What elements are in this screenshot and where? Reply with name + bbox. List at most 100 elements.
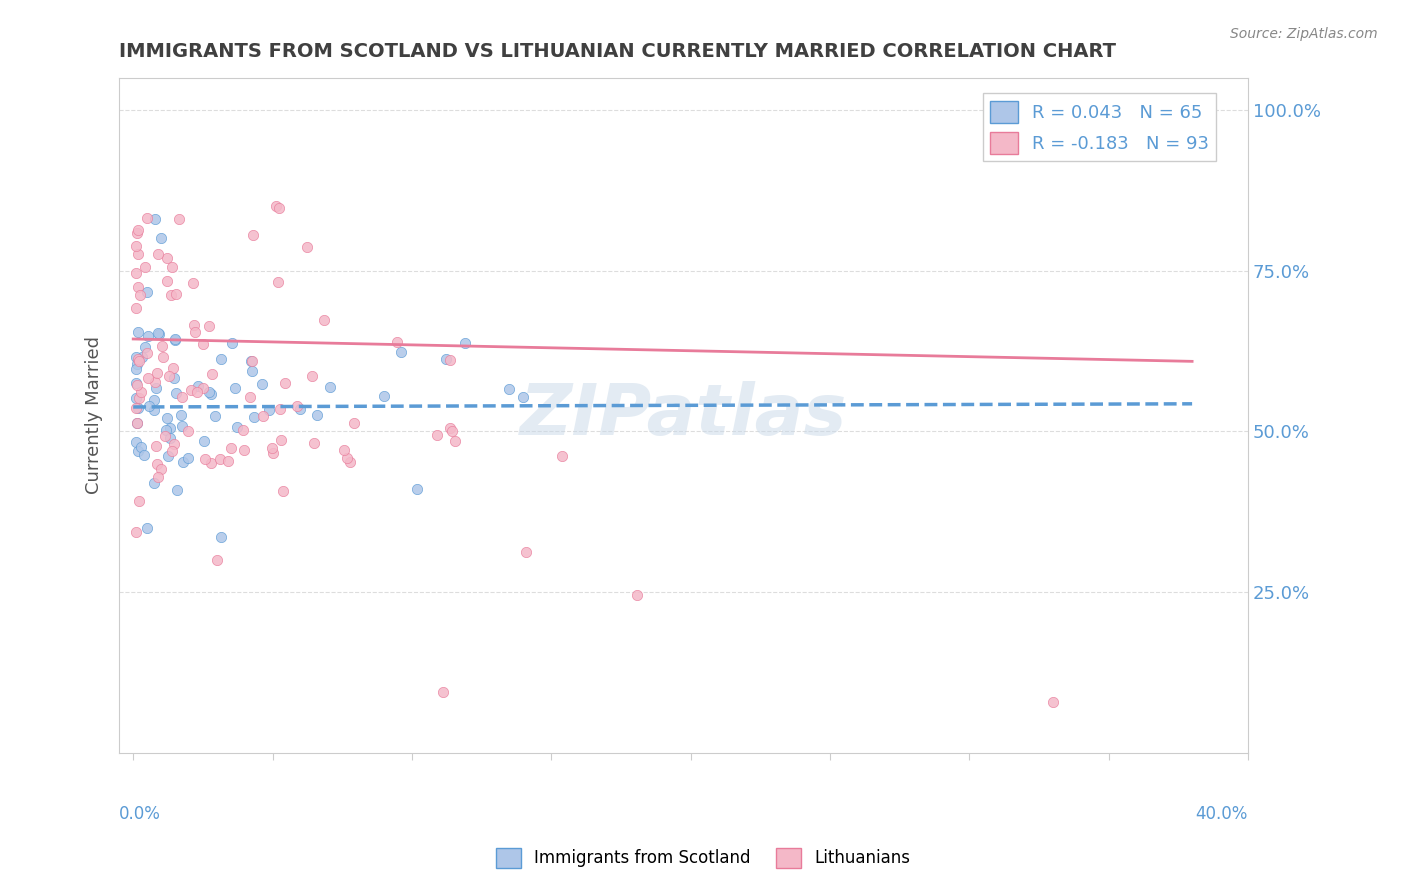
Point (440, 424, 463, 438)
Point (434, 352, 457, 367)
Point (134, 340, 156, 354)
Point (207, 553, 229, 567)
Text: ZIPatlas: ZIPatlas (520, 381, 848, 450)
Point (221, 335, 243, 350)
Point (129, 441, 152, 455)
Point (156, 274, 179, 288)
Point (143, 375, 166, 389)
Point (162, 361, 184, 376)
Point (134, 260, 156, 274)
Point (143, 475, 166, 490)
Point (200, 387, 222, 401)
Point (262, 445, 284, 459)
Point (219, 441, 242, 455)
Point (160, 444, 183, 458)
Point (288, 402, 311, 417)
Point (127, 280, 149, 294)
Point (125, 226, 148, 240)
Point (177, 424, 200, 438)
Point (127, 416, 149, 430)
Point (159, 421, 181, 435)
Point (242, 227, 264, 242)
Point (389, 344, 412, 359)
Point (128, 494, 150, 508)
Point (187, 379, 209, 393)
Point (250, 376, 273, 391)
Point (146, 470, 169, 484)
Point (314, 313, 336, 327)
Point (209, 530, 232, 544)
Point (302, 436, 325, 450)
Point (160, 288, 183, 302)
Point (152, 350, 174, 364)
Text: 0.0%: 0.0% (120, 805, 162, 822)
Point (163, 437, 186, 451)
Point (385, 334, 408, 349)
Point (498, 382, 520, 396)
Point (135, 345, 157, 359)
Point (125, 239, 148, 253)
Point (319, 379, 342, 393)
Point (208, 451, 231, 466)
Point (131, 350, 153, 364)
Point (125, 401, 148, 415)
Point (197, 318, 219, 333)
Point (269, 402, 291, 417)
Point (138, 399, 160, 413)
Point (127, 325, 149, 339)
Point (163, 332, 186, 346)
Point (295, 240, 318, 254)
Point (146, 366, 169, 380)
Point (127, 357, 149, 371)
Point (191, 337, 214, 351)
Point (180, 383, 202, 397)
Point (193, 434, 215, 449)
Point (132, 448, 155, 462)
Point (129, 384, 152, 399)
Point (204, 409, 226, 423)
Point (127, 352, 149, 367)
Point (551, 449, 574, 463)
Point (217, 454, 239, 468)
Point (209, 351, 232, 366)
Point (128, 287, 150, 301)
Point (153, 428, 176, 442)
Point (142, 393, 165, 408)
Text: 40.0%: 40.0% (1195, 805, 1249, 822)
Point (166, 483, 188, 497)
Point (165, 287, 187, 301)
Point (343, 416, 366, 430)
Point (127, 223, 149, 237)
Point (150, 231, 173, 245)
Point (243, 409, 266, 424)
Point (170, 409, 193, 423)
Point (145, 457, 167, 471)
Point (333, 442, 356, 457)
Point (127, 247, 149, 261)
Legend: Immigrants from Scotland, Lithuanians: Immigrants from Scotland, Lithuanians (489, 841, 917, 875)
Point (262, 441, 284, 455)
Point (226, 419, 249, 434)
Point (146, 247, 169, 261)
Point (267, 275, 290, 289)
Point (157, 449, 180, 463)
Text: Source: ZipAtlas.com: Source: ZipAtlas.com (1230, 27, 1378, 41)
Point (1042, 695, 1064, 709)
Point (136, 371, 159, 385)
Point (125, 351, 148, 365)
Point (239, 390, 262, 404)
Point (125, 376, 148, 390)
Point (136, 521, 159, 535)
Point (145, 381, 167, 395)
Point (515, 545, 537, 559)
Point (232, 423, 254, 437)
Point (271, 483, 294, 498)
Point (135, 211, 157, 226)
Point (186, 384, 208, 399)
Point (432, 684, 454, 698)
Point (125, 391, 148, 405)
Point (152, 339, 174, 353)
Point (165, 386, 187, 401)
Point (172, 455, 194, 469)
Point (443, 434, 465, 449)
